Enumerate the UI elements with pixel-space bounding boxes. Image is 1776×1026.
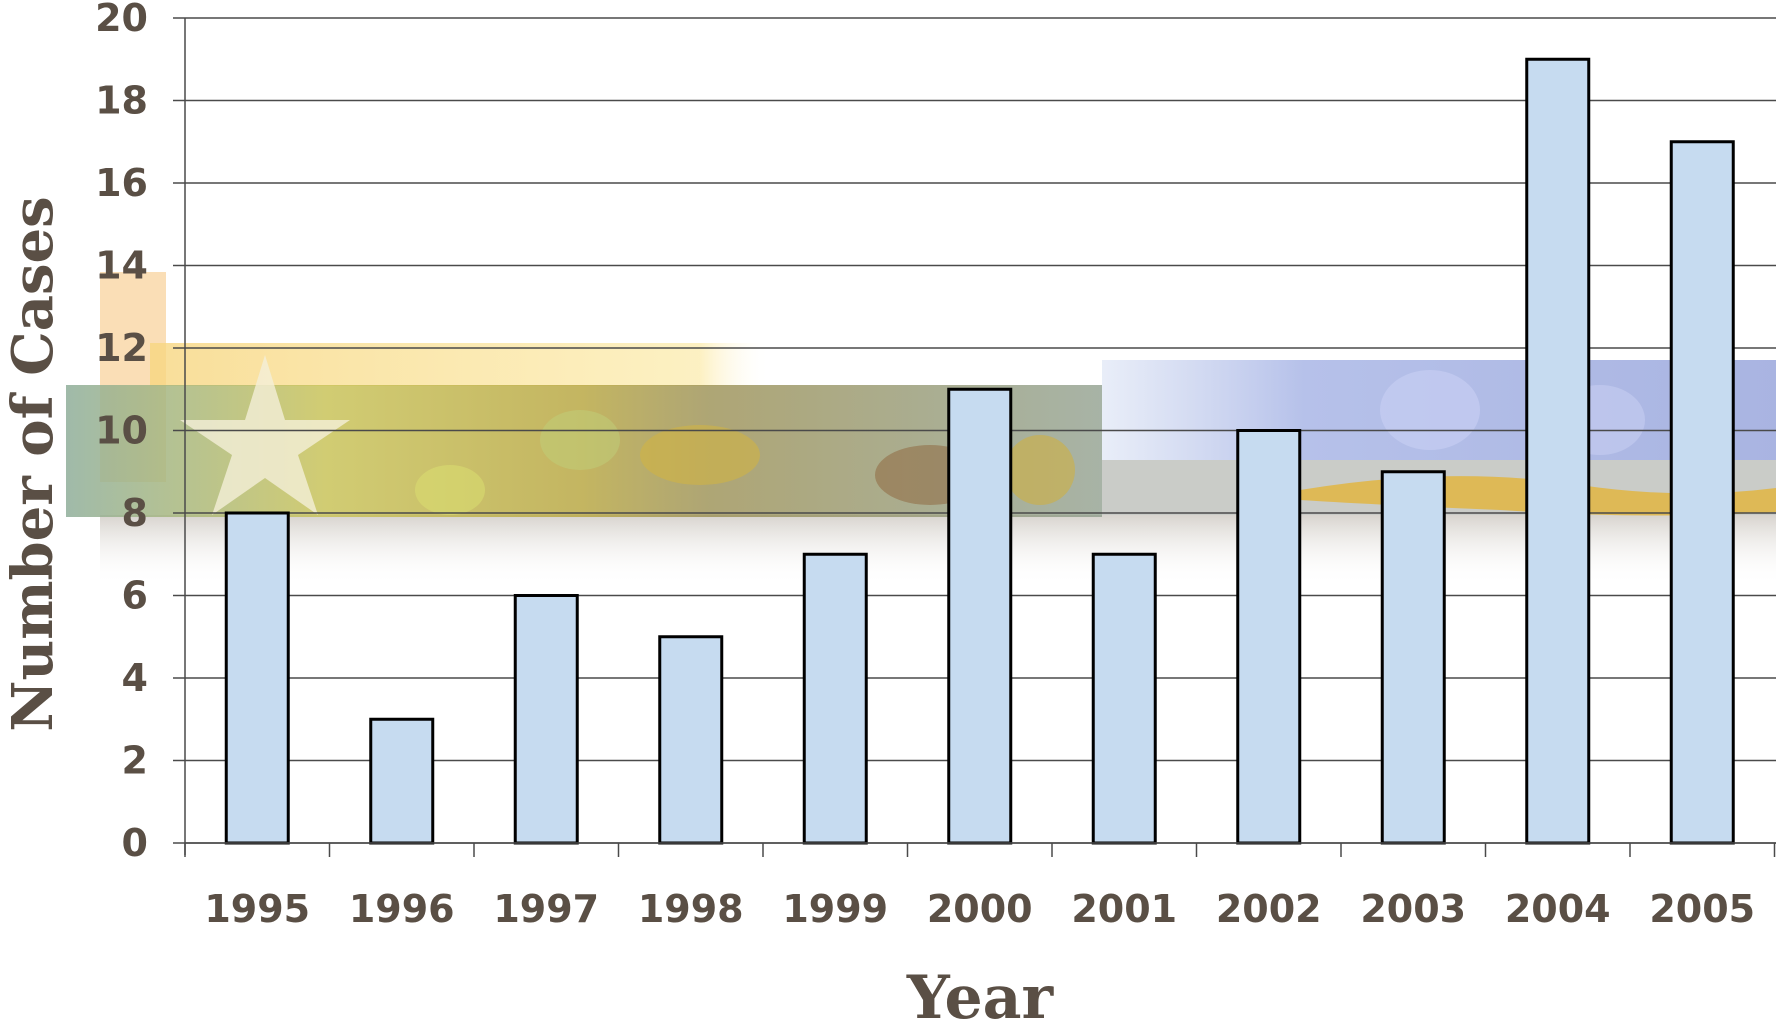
y-axis-title: Number of Cases <box>0 196 66 731</box>
bar-2000 <box>947 387 1013 845</box>
y-tick-label: 8 <box>122 491 148 535</box>
x-tick-label: 1998 <box>638 887 744 931</box>
banner-shadow <box>100 515 1776 585</box>
bar-2005 <box>1669 140 1735 845</box>
y-tick-label: 14 <box>95 244 148 288</box>
x-axis-title: Year <box>906 963 1055 1026</box>
x-tick-label: 2003 <box>1360 887 1466 931</box>
y-tick-label: 12 <box>95 326 148 370</box>
y-tick-label: 4 <box>122 656 148 700</box>
x-tick-label: 1997 <box>493 887 599 931</box>
y-tick-label: 0 <box>122 821 148 865</box>
leaf-shape <box>180 355 350 515</box>
bar-2001 <box>1091 552 1157 845</box>
decorative-banner <box>66 272 1776 585</box>
y-tick-label: 6 <box>122 574 148 618</box>
y-tick-label: 20 <box>95 0 148 40</box>
y-tick-label: 16 <box>95 161 148 205</box>
leaf-shape <box>640 425 760 485</box>
leaf-shape <box>1005 435 1075 505</box>
bar-2003 <box>1380 470 1446 845</box>
leaf-shape <box>415 465 485 515</box>
x-axis-tick-labels: 1995 1996 1997 1998 1999 2000 2001 2002 2003 2004… <box>204 887 1755 931</box>
flower-shape <box>1380 370 1480 450</box>
bar-1999 <box>802 552 868 845</box>
leaf-shape <box>540 410 620 470</box>
bars <box>224 57 1735 845</box>
x-tick-label: 2005 <box>1649 887 1755 931</box>
x-tick-label: 1995 <box>204 887 310 931</box>
bar-2004 <box>1525 57 1591 845</box>
x-tick-label: 2004 <box>1505 887 1611 931</box>
bar-2002 <box>1236 429 1302 845</box>
bar-1997 <box>513 594 579 845</box>
x-tick-label: 1999 <box>782 887 888 931</box>
y-axis-tick-labels: 0 2 4 6 8 10 12 14 16 18 20 <box>95 0 148 865</box>
y-tick-label: 2 <box>122 739 148 783</box>
x-tick-label: 2002 <box>1216 887 1322 931</box>
bar-1996 <box>369 717 435 845</box>
x-axis <box>184 18 1776 857</box>
banner-yellow-strip <box>150 343 1150 386</box>
bar-1998 <box>658 635 724 845</box>
y-tick-label: 18 <box>95 79 148 123</box>
y-tick-label: 10 <box>95 409 148 453</box>
x-tick-label: 2000 <box>927 887 1033 931</box>
x-tick-label: 2001 <box>1071 887 1177 931</box>
bar-1995 <box>224 511 290 845</box>
x-tick-label: 1996 <box>349 887 455 931</box>
